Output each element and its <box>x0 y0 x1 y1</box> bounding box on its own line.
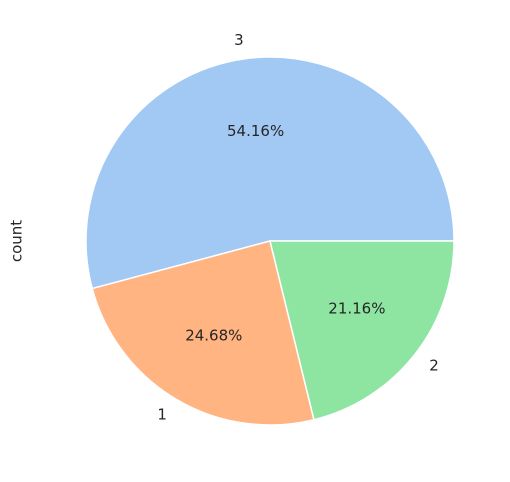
pie-slice <box>269 240 455 421</box>
pie-slice <box>85 56 455 290</box>
value-label: 21.16% <box>328 300 385 318</box>
value-label: 54.16% <box>227 122 284 140</box>
pie-slice <box>91 240 315 426</box>
slice-label: 3 <box>234 31 244 49</box>
slice-label: 1 <box>157 406 167 424</box>
slice-label: 2 <box>429 356 439 374</box>
y-axis-label: count <box>8 220 26 262</box>
value-label: 24.68% <box>185 327 242 345</box>
